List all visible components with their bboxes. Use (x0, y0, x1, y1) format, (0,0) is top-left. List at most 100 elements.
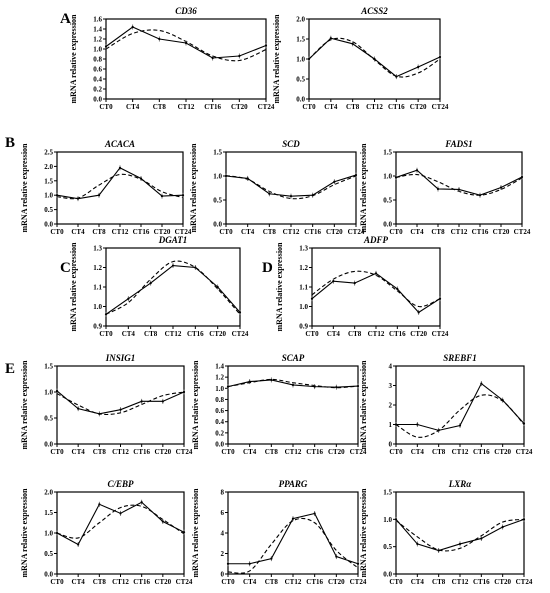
chart-title: PPARG (279, 479, 308, 489)
x-tick-label: CT16 (306, 578, 323, 586)
data-point (161, 520, 164, 523)
data-point (417, 65, 420, 69)
x-tick-label: CT24 (348, 228, 365, 236)
x-tick-label: CT20 (231, 103, 248, 111)
chart-cebp: C/EBP 0.0 0.5 1.0 1.5 2.0 CT0 CT4 CT8 CT12 CT16 CT2… (20, 479, 193, 586)
chart-adfp: ADFP 0.9 1.0 1.1 1.2 1.3 CT0 CT4 CT8 CT12 CT16 CT20… (275, 235, 449, 338)
x-tick-label: CT16 (133, 578, 150, 586)
data-point (417, 311, 420, 314)
y-tick-label: 1.2 (299, 264, 308, 272)
panel-letter-e: E (5, 361, 15, 377)
x-tick-label: CT24 (232, 330, 249, 338)
y-tick-label: 0.5 (383, 197, 392, 205)
y-tick-label: 1.2 (93, 36, 102, 44)
y-axis-label: mRNA relative expression (191, 488, 200, 578)
x-tick-label: CT12 (452, 448, 469, 456)
plot-frame (227, 365, 359, 445)
data-point (313, 512, 316, 515)
x-tick-label: CT24 (516, 578, 533, 586)
y-tick-label: 1.0 (93, 46, 102, 54)
x-tick-label: CT8 (432, 448, 446, 456)
y-axis-label: mRNA relative expression (359, 143, 368, 233)
data-point (354, 173, 358, 177)
x-tick-label: CT12 (368, 330, 385, 338)
plot-frame (56, 491, 185, 575)
chart-title: INSIG1 (105, 353, 136, 363)
panel-letter-c: C (60, 260, 71, 276)
y-tick-label: 1.4 (215, 363, 224, 371)
y-tick-label: 1.0 (383, 173, 392, 181)
y-axis-label: mRNA relative expression (20, 360, 29, 450)
x-tick-label: CT12 (285, 448, 302, 456)
y-tick-label: 1.6 (93, 16, 102, 24)
x-tick-label: CT4 (72, 578, 86, 586)
y-tick-label: 2 (221, 550, 225, 558)
x-tick-label: CT20 (410, 103, 427, 111)
y-tick-label: 0.6 (215, 407, 224, 415)
data-point (118, 166, 122, 169)
data-point (394, 423, 398, 426)
chart-fads1: FADS1 0.0 0.5 1.0 1.5 CT0 CT4 CT8 CT12 CT16 CT20 CT… (359, 139, 531, 236)
x-tick-label: CT20 (494, 448, 511, 456)
x-tick-label: CT8 (432, 578, 446, 586)
data-point (161, 400, 164, 403)
data-point (226, 562, 230, 565)
data-point (335, 555, 338, 558)
y-tick-label: 0.9 (93, 323, 102, 331)
x-tick-label: CT4 (243, 448, 257, 456)
chart-title: SCAP (282, 353, 305, 363)
data-point (184, 41, 188, 45)
x-tick-label: CT24 (350, 448, 367, 456)
x-tick-label: CT0 (50, 578, 64, 586)
x-tick-label: CT8 (144, 330, 158, 338)
y-tick-label: 0.0 (383, 221, 392, 229)
data-point (270, 378, 273, 382)
y-tick-label: 3 (389, 382, 393, 390)
data-point (438, 297, 442, 300)
x-tick-label: CT20 (209, 330, 226, 338)
fitted-curve (311, 270, 441, 308)
data-point (335, 386, 338, 389)
data-point (55, 389, 59, 393)
data-point (458, 542, 462, 546)
data-point (520, 175, 524, 179)
x-tick-label: CT24 (176, 448, 193, 456)
y-tick-label: 0.4 (215, 418, 224, 426)
data-point (248, 562, 251, 565)
y-tick-label: 2.5 (44, 149, 53, 157)
y-tick-label: 6 (221, 509, 225, 517)
x-tick-label: CT20 (493, 228, 510, 236)
y-tick-label: 4 (389, 363, 393, 371)
y-tick-label: 1.5 (383, 489, 392, 497)
data-point (522, 422, 526, 425)
y-axis-label: mRNA relative expression (69, 242, 78, 332)
data-point (458, 424, 462, 427)
chart-title: LXRα (448, 479, 473, 489)
x-tick-label: CT20 (410, 330, 427, 338)
x-tick-label: CT16 (473, 578, 490, 586)
data-point (194, 266, 197, 269)
data-point (98, 412, 101, 415)
x-tick-label: CT16 (473, 448, 490, 456)
fitted-curve (395, 518, 525, 552)
y-tick-label: 0.2 (93, 86, 102, 94)
y-tick-label: 1.5 (296, 36, 305, 44)
y-axis-label: mRNA relative expression (272, 14, 281, 104)
y-tick-label: 0.0 (213, 221, 222, 229)
data-point (76, 197, 80, 200)
chart-cd36: CD36 0.0 0.2 0.4 0.6 0.8 1.0 1.2 1.4 1.6 CT0 CT4 CT8… (69, 6, 275, 111)
data-point (438, 55, 442, 59)
data-point (140, 400, 143, 403)
y-tick-label: 0.8 (93, 56, 102, 64)
data-point (356, 562, 360, 565)
data-point (181, 194, 185, 197)
data-point (182, 531, 186, 534)
y-tick-label: 1.0 (44, 530, 53, 538)
data-point (238, 311, 242, 314)
x-tick-label: CT24 (432, 103, 449, 111)
data-point (395, 75, 398, 78)
fitted-curve (227, 517, 359, 574)
x-tick-label: CT12 (283, 228, 300, 236)
y-tick-label: 1.5 (44, 363, 53, 371)
